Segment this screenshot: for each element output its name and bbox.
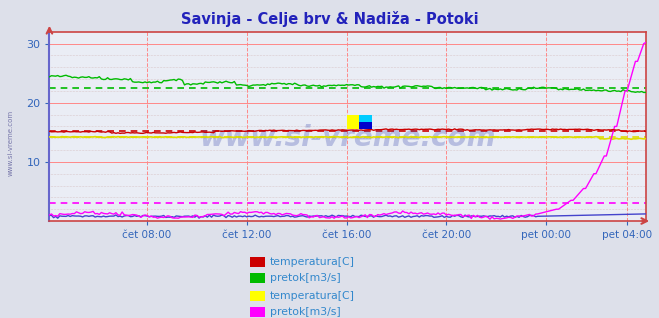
Bar <box>359 122 372 129</box>
Bar <box>359 114 372 129</box>
Text: pretok[m3/s]: pretok[m3/s] <box>270 307 341 317</box>
Text: pretok[m3/s]: pretok[m3/s] <box>270 273 341 283</box>
Text: www.si-vreme.com: www.si-vreme.com <box>200 124 496 152</box>
Bar <box>347 114 359 129</box>
Text: www.si-vreme.com: www.si-vreme.com <box>8 110 14 176</box>
Text: temperatura[C]: temperatura[C] <box>270 257 355 267</box>
Text: temperatura[C]: temperatura[C] <box>270 291 355 301</box>
Text: Savinja - Celje brv & Nadiža - Potoki: Savinja - Celje brv & Nadiža - Potoki <box>181 11 478 27</box>
